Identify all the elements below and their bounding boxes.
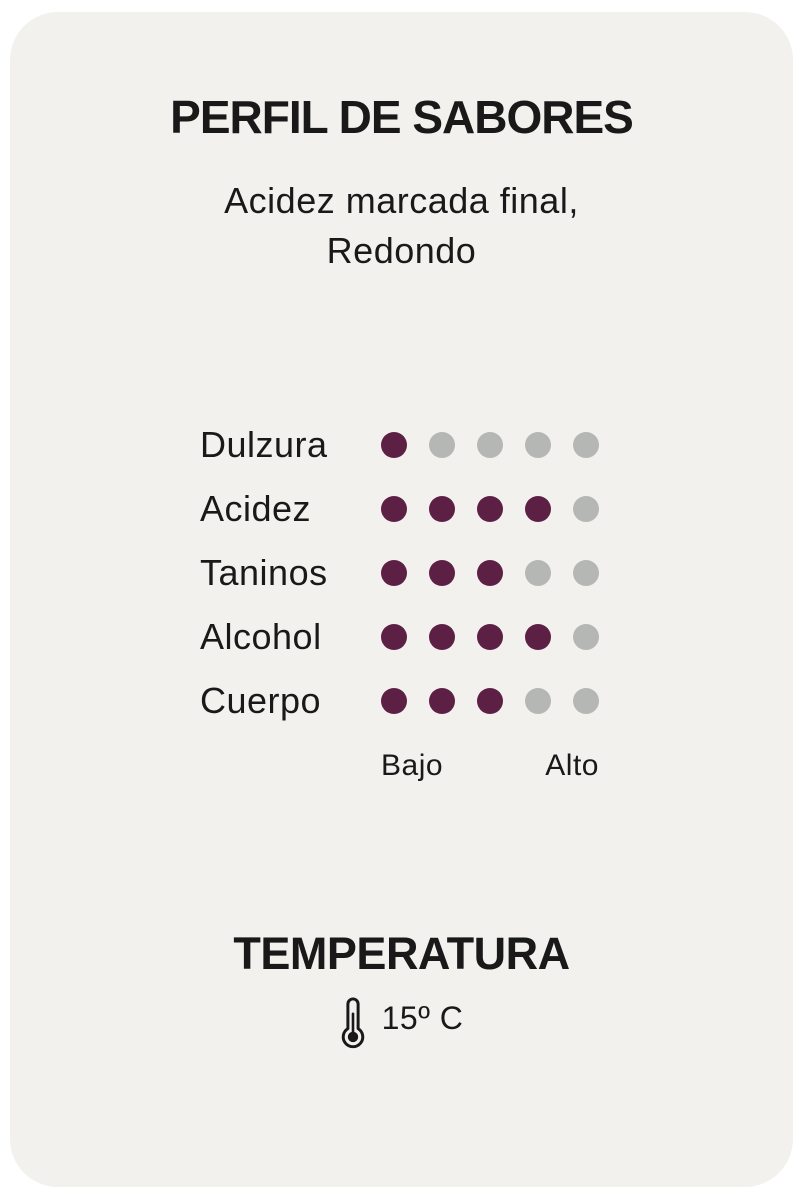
- dot-empty-icon: [573, 688, 599, 715]
- rating-dots: [381, 560, 599, 587]
- dot-filled-icon: [525, 624, 551, 651]
- thermometer-icon: [341, 997, 364, 1049]
- temperature-value: 15º C: [381, 1000, 464, 1037]
- temperature-title: TEMPERATURA: [233, 928, 570, 980]
- dot-filled-icon: [429, 624, 455, 651]
- flavor-profile-card: PERFIL DE SABORES Acidez marcada final, …: [10, 12, 793, 1187]
- dot-filled-icon: [525, 496, 551, 523]
- dot-empty-icon: [573, 560, 599, 587]
- rating-row: Taninos: [200, 541, 793, 605]
- rating-label: Taninos: [200, 552, 328, 594]
- dot-filled-icon: [477, 496, 503, 523]
- card-subtitle: Acidez marcada final, Redondo: [224, 180, 579, 271]
- dot-empty-icon: [573, 496, 599, 523]
- rating-label: Alcohol: [200, 616, 322, 658]
- dot-filled-icon: [429, 560, 455, 587]
- dot-filled-icon: [477, 624, 503, 651]
- scale-low-label: Bajo: [381, 749, 444, 783]
- dot-empty-icon: [525, 688, 551, 715]
- dot-filled-icon: [381, 496, 407, 523]
- ratings-chart: Dulzura Acidez Taninos Alcohol Cuerpo: [200, 413, 793, 733]
- dot-empty-icon: [525, 560, 551, 587]
- rating-dots: [381, 624, 599, 651]
- dot-filled-icon: [381, 688, 407, 715]
- rating-row: Alcohol: [200, 605, 793, 669]
- scale-labels: Bajo Alto: [381, 749, 599, 783]
- dot-empty-icon: [429, 432, 455, 459]
- dot-filled-icon: [477, 560, 503, 587]
- dot-filled-icon: [381, 560, 407, 587]
- dot-empty-icon: [477, 432, 503, 459]
- rating-row: Dulzura: [200, 413, 793, 477]
- rating-dots: [381, 688, 599, 715]
- rating-row: Acidez: [200, 477, 793, 541]
- rating-label: Cuerpo: [200, 680, 322, 722]
- temperature-row: 15º C: [10, 994, 793, 1054]
- rating-dots: [381, 496, 599, 523]
- rating-dots: [381, 432, 599, 459]
- dot-filled-icon: [381, 432, 407, 459]
- card-title: PERFIL DE SABORES: [170, 91, 634, 143]
- rating-label: Acidez: [200, 488, 312, 530]
- dot-filled-icon: [429, 688, 455, 715]
- dot-empty-icon: [525, 432, 551, 459]
- rating-label: Dulzura: [200, 424, 328, 466]
- dot-filled-icon: [477, 688, 503, 715]
- scale-high-label: Alto: [545, 749, 599, 783]
- dot-empty-icon: [573, 432, 599, 459]
- rating-row: Cuerpo: [200, 669, 793, 733]
- dot-empty-icon: [573, 624, 599, 651]
- dot-filled-icon: [429, 496, 455, 523]
- dot-filled-icon: [381, 624, 407, 651]
